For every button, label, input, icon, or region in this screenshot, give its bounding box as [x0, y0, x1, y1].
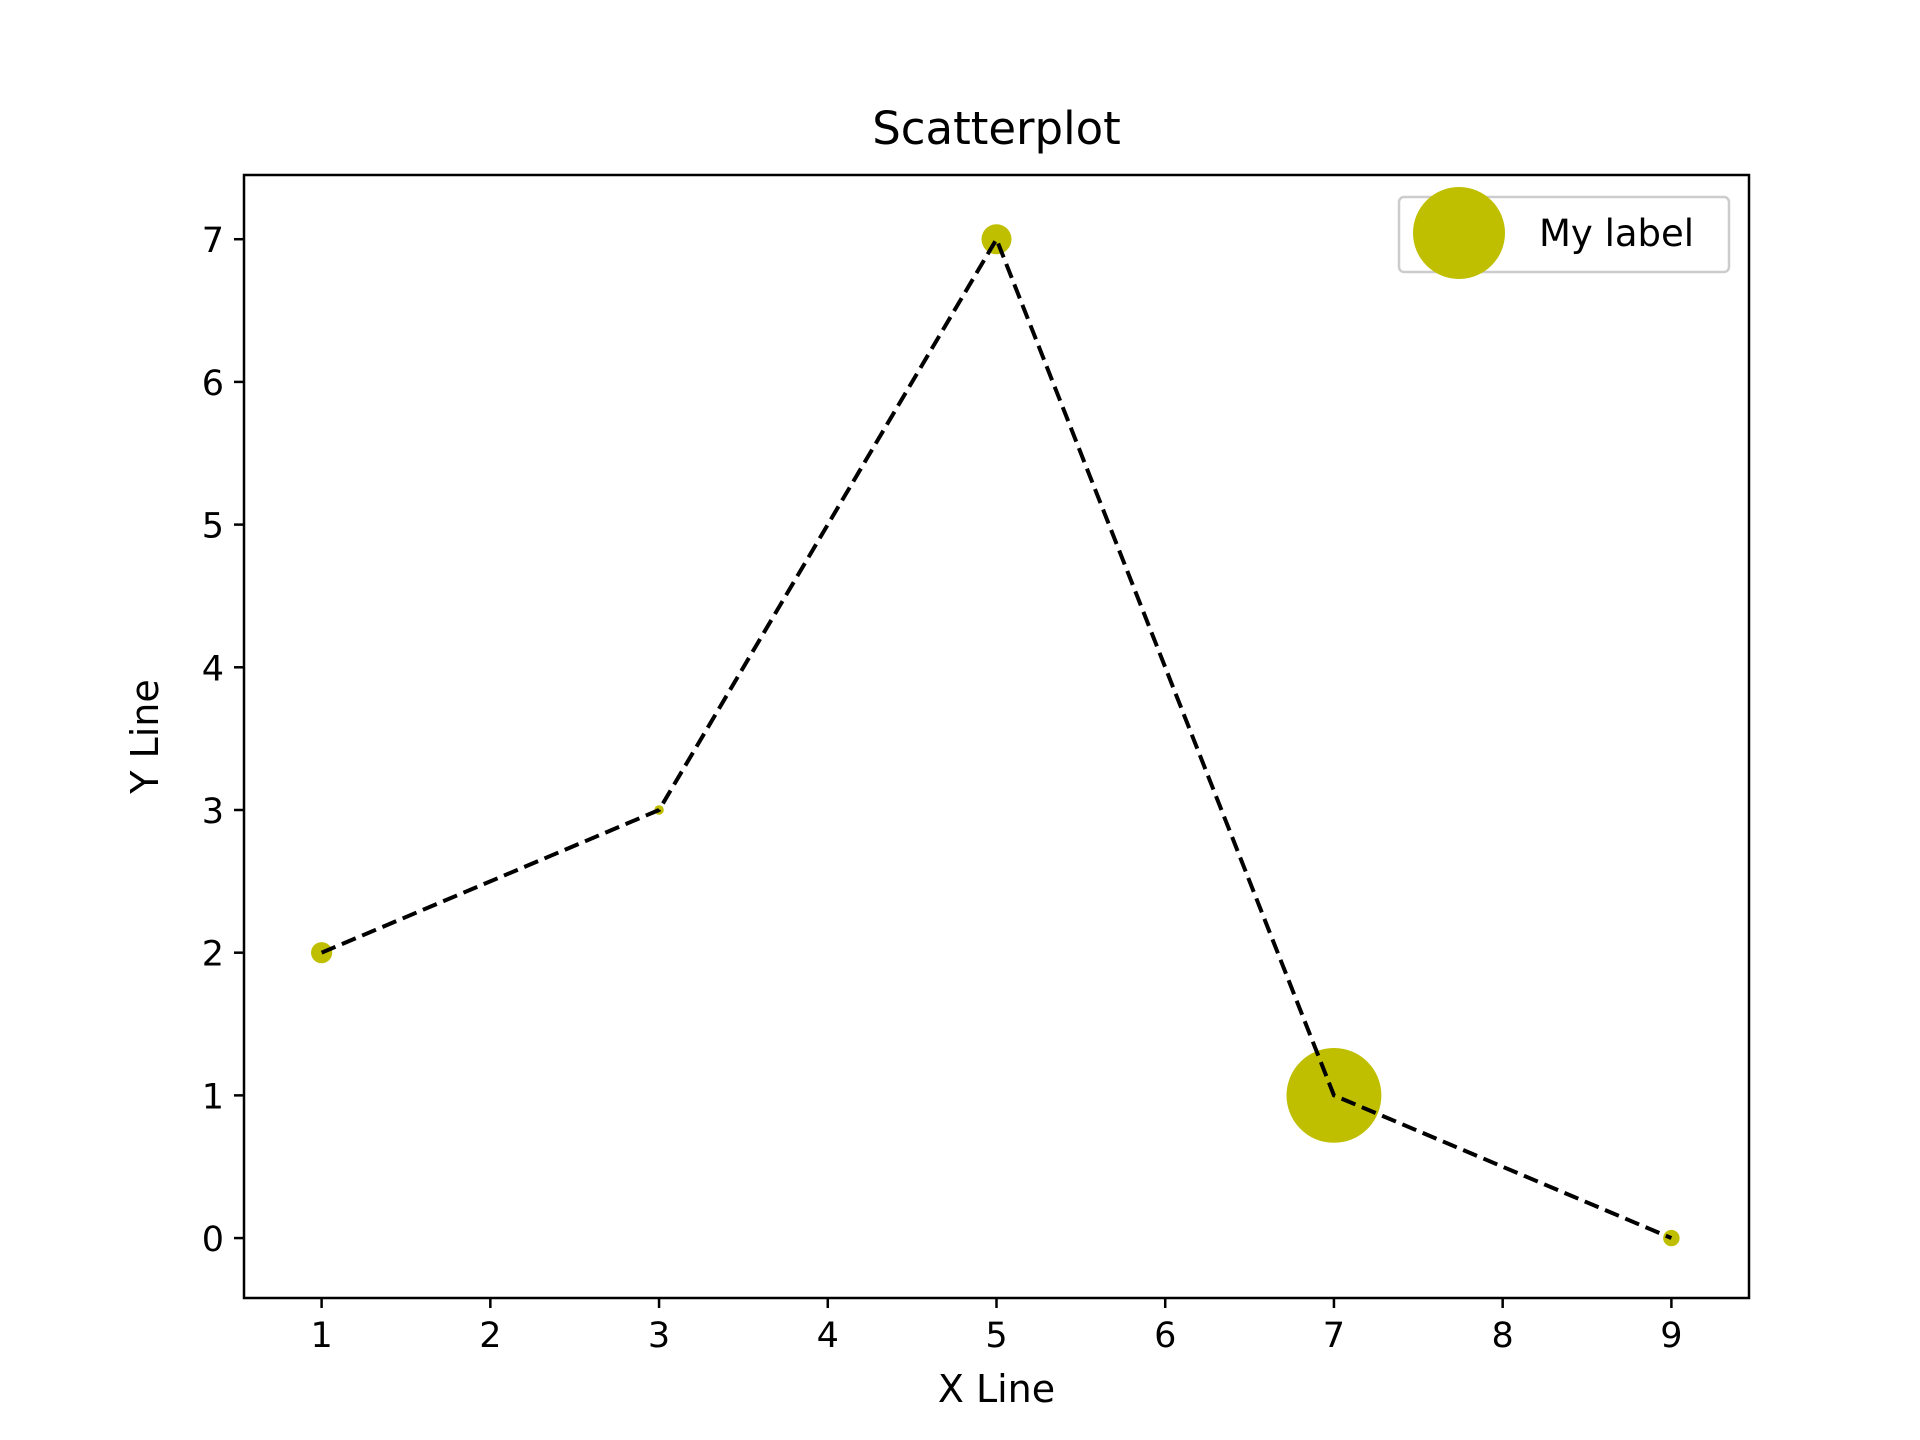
y-tick-label: 4 — [202, 649, 224, 689]
y-axis: 0 1 2 3 4 5 6 7 — [202, 221, 244, 1260]
x-tick-label: 5 — [985, 1316, 1007, 1356]
x-axis: 1 2 3 4 5 6 7 8 9 — [310, 1298, 1683, 1356]
x-tick-label: 1 — [310, 1316, 332, 1356]
chart-title: Scatterplot — [872, 102, 1121, 155]
line-layer — [320, 234, 1673, 1240]
y-tick-label: 0 — [202, 1220, 224, 1260]
y-tick-label: 5 — [202, 507, 224, 547]
y-tick-label: 6 — [202, 364, 224, 404]
x-tick-label: 8 — [1492, 1316, 1514, 1356]
y-tick-label: 1 — [202, 1077, 224, 1117]
legend-label: My label — [1539, 212, 1694, 255]
legend: My label — [1397, 187, 1731, 279]
x-tick-label: 4 — [817, 1316, 839, 1356]
x-tick-label: 6 — [1154, 1316, 1176, 1356]
y-axis-title: Y Line — [123, 679, 167, 794]
series-line — [320, 234, 1673, 1240]
y-tick-label: 2 — [202, 935, 224, 975]
x-tick-label: 2 — [479, 1316, 501, 1356]
legend-marker — [1413, 187, 1505, 279]
x-tick-label: 9 — [1660, 1316, 1682, 1356]
y-tick-label: 3 — [202, 792, 224, 832]
y-tick-label: 7 — [202, 221, 224, 261]
x-tick-label: 7 — [1323, 1316, 1345, 1356]
x-tick-label: 3 — [648, 1316, 670, 1356]
x-axis-title: X Line — [938, 1367, 1055, 1411]
scatter-point — [981, 224, 1012, 255]
